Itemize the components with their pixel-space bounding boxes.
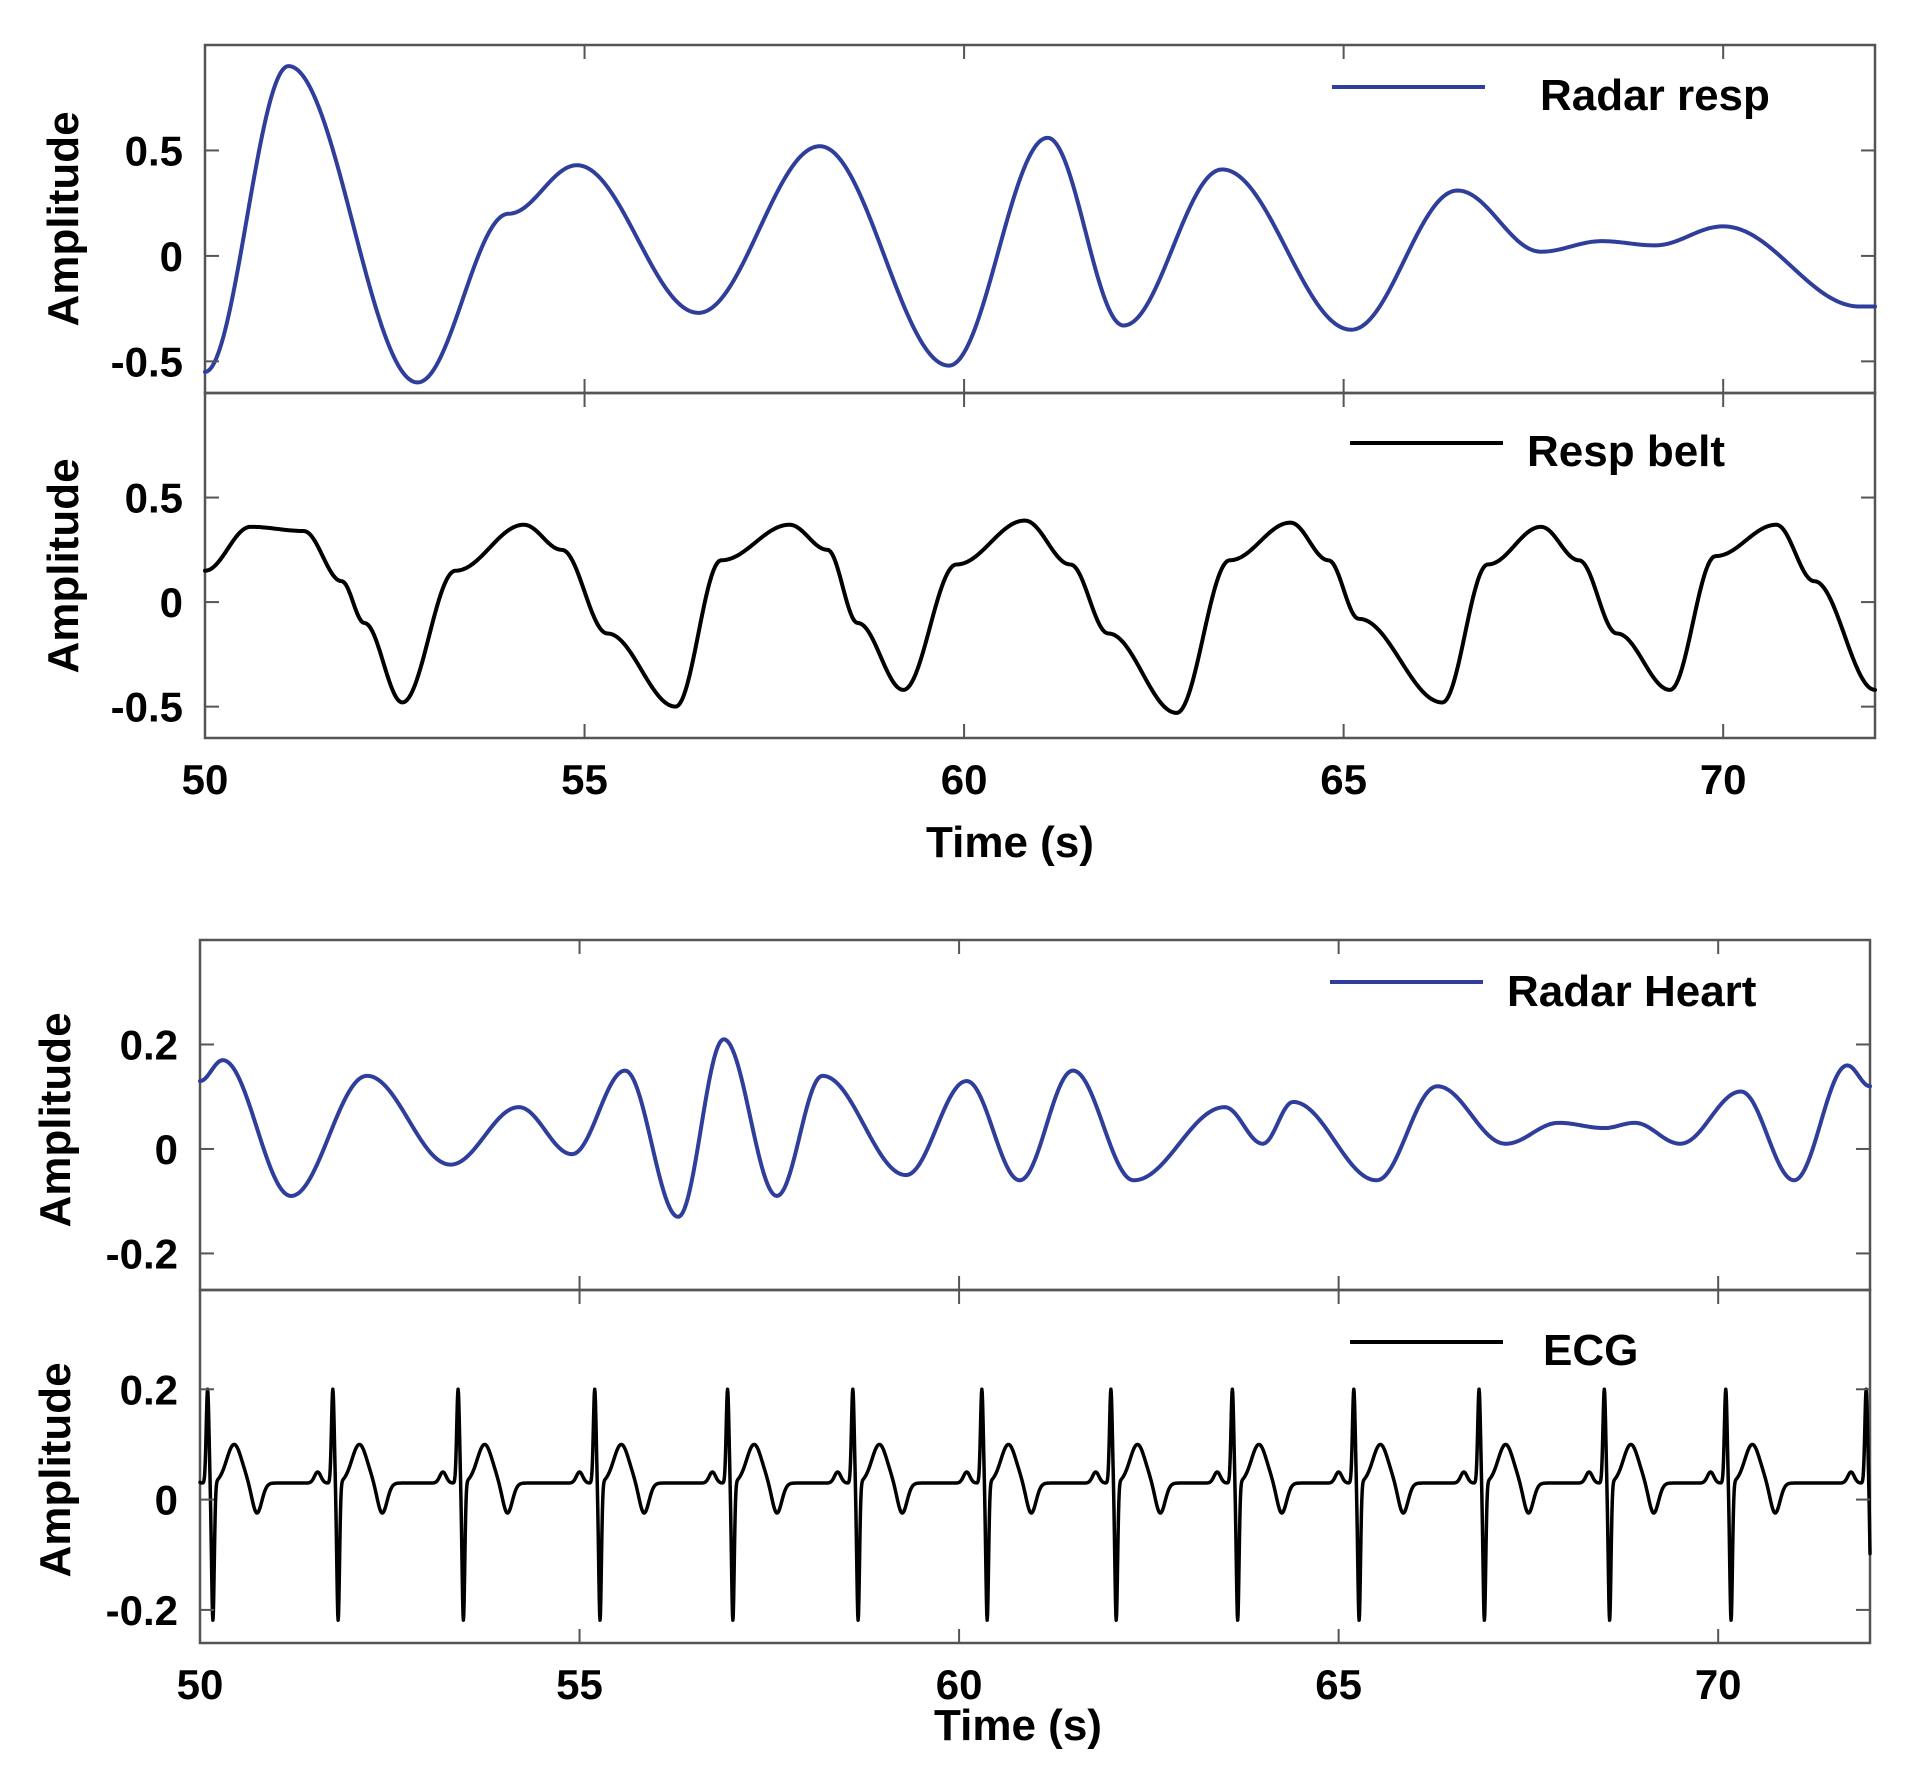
plot-frame bbox=[203, 391, 1877, 740]
y-ticks: -0.5 0 0.5 bbox=[111, 127, 1875, 385]
ecg-series-line bbox=[198, 1387, 1872, 1622]
y-tick-label: 0 bbox=[155, 1477, 178, 1524]
x-tick-label: 70 bbox=[1700, 756, 1747, 803]
x-tick-labels: 50 55 60 65 70 bbox=[177, 1661, 1742, 1708]
y-axis-label: Amplitude bbox=[39, 111, 88, 326]
x-tick-label: 60 bbox=[941, 756, 988, 803]
panel-radar-resp: Radar resp Amplitude -0.5 0 0.5 bbox=[39, 43, 1877, 395]
legend-label-ecg: ECG bbox=[1543, 1326, 1638, 1375]
x-tick-label: 70 bbox=[1695, 1661, 1742, 1708]
panel-radar-heart: Radar Heart Amplitude -0.2 0 0.2 bbox=[31, 938, 1872, 1292]
x-axis-label: Time (s) bbox=[926, 818, 1094, 867]
x-ticks bbox=[204, 45, 1725, 393]
y-tick-label: 0.2 bbox=[120, 1021, 178, 1068]
y-tick-label: 0.2 bbox=[120, 1366, 178, 1413]
y-tick-label: -0.5 bbox=[111, 684, 183, 731]
x-tick-label: 50 bbox=[182, 756, 229, 803]
x-ticks bbox=[204, 393, 1725, 738]
x-axis-label: Time (s) bbox=[934, 1701, 1102, 1750]
y-tick-label: -0.2 bbox=[106, 1587, 178, 1634]
y-tick-label: 0.5 bbox=[125, 127, 183, 174]
y-axis-label: Amplitude bbox=[31, 1362, 80, 1577]
x-tick-label: 50 bbox=[177, 1661, 224, 1708]
radar-resp-series-line bbox=[203, 64, 1877, 385]
legend-label-radar-resp: Radar resp bbox=[1540, 71, 1770, 120]
y-tick-label: 0 bbox=[155, 1126, 178, 1173]
x-tick-label: 55 bbox=[556, 1661, 603, 1708]
legend-label-resp-belt: Resp belt bbox=[1527, 427, 1725, 476]
y-axis-label: Amplitude bbox=[31, 1012, 80, 1227]
x-tick-label: 65 bbox=[1320, 756, 1367, 803]
y-ticks: -0.2 0 0.2 bbox=[106, 1366, 1870, 1634]
y-axis-label: Amplitude bbox=[39, 458, 88, 673]
x-ticks bbox=[199, 940, 1720, 1290]
panel-resp-belt: Resp belt Amplitude -0.500.5 50 55 60 65 70 … bbox=[39, 391, 1877, 867]
x-tick-labels: 50 55 60 65 70 bbox=[182, 756, 1747, 803]
radar-heart-series-line bbox=[198, 1037, 1872, 1219]
panel-ecg: ECG Amplitude -0.2 0 0.2 50 55 60 65 70 Time (… bbox=[31, 1288, 1872, 1750]
x-ticks bbox=[199, 1290, 1720, 1643]
y-ticks: -0.2 0 0.2 bbox=[106, 1021, 1870, 1277]
x-tick-label: 60 bbox=[936, 1661, 983, 1708]
x-tick-label: 65 bbox=[1315, 1661, 1362, 1708]
y-ticks: -0.5 0 0.5 bbox=[111, 475, 1875, 731]
y-tick-label: 0 bbox=[160, 579, 183, 626]
legend-label-radar-heart: Radar Heart bbox=[1507, 967, 1757, 1016]
x-tick-label: 55 bbox=[561, 756, 608, 803]
resp-belt-series-line bbox=[203, 518, 1877, 715]
y-tick-label: -0.2 bbox=[106, 1230, 178, 1277]
y-tick-label: 0 bbox=[160, 233, 183, 280]
y-tick-label: 0.5 bbox=[125, 475, 183, 522]
y-tick-label: -0.5 bbox=[111, 338, 183, 385]
